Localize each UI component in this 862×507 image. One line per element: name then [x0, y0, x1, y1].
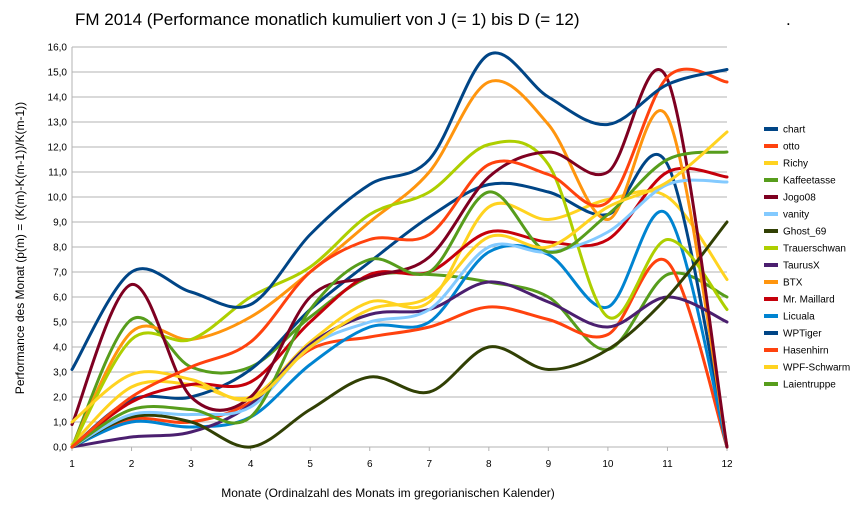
legend-label: Licuala [783, 312, 815, 323]
legend-label: Mr. Maillard [783, 295, 835, 306]
tick-labels: 0,01,02,03,04,05,06,07,08,09,010,011,012… [48, 43, 733, 471]
series-line-jogo08 [70, 68, 729, 449]
y-axis-label: Performance des Monat (p(m) = (K(m)-K(m-… [13, 102, 27, 394]
x-tick-label: 9 [546, 459, 552, 470]
y-tick-label: 5,0 [53, 318, 67, 329]
series-line-kaffeetasse [70, 150, 729, 449]
legend-label: Hasenhirn [783, 346, 829, 357]
series-line-btx [70, 79, 729, 449]
y-tick-label: 2,0 [53, 393, 67, 404]
y-tick-label: 14,0 [48, 93, 68, 104]
x-tick-label: 10 [602, 459, 614, 470]
x-tick-label: 8 [486, 459, 492, 470]
x-tick-label: 6 [367, 459, 373, 470]
series-line-mr-maillard [70, 166, 729, 449]
legend-label: Richy [783, 159, 808, 170]
legend-label: BTX [783, 278, 803, 289]
y-tick-label: 16,0 [48, 43, 68, 54]
y-tick-label: 6,0 [53, 293, 67, 304]
legend-label: chart [783, 125, 805, 136]
series-line-licuala [70, 209, 729, 449]
legend-label: vanity [783, 210, 809, 221]
y-tick-label: 12,0 [48, 143, 68, 154]
y-tick-label: 7,0 [53, 268, 67, 279]
series-line-trauerschwan [70, 139, 729, 449]
chart-title: FM 2014 (Performance monatlich kumuliert… [75, 10, 580, 29]
y-tick-label: 4,0 [53, 343, 67, 354]
y-tick-label: 8,0 [53, 243, 67, 254]
x-tick-label: 4 [248, 459, 254, 470]
x-tick-label: 3 [188, 459, 194, 470]
y-tick-label: 10,0 [48, 193, 68, 204]
legend-label: WPF-Schwarm [783, 363, 850, 374]
legend-label: Laientruppe [783, 380, 836, 391]
y-tick-label: 3,0 [53, 368, 67, 379]
legend: chart otto Richy Kaffeetasse Jogo08 vanity Gho… [764, 125, 850, 391]
legend-label: TaurusX [783, 261, 820, 272]
legend-label: WPTiger [783, 329, 822, 340]
series-line-vanity [70, 178, 729, 449]
legend-label: Trauerschwan [783, 244, 846, 255]
x-axis-label: Monate (Ordinalzahl des Monats im gregor… [221, 486, 555, 500]
x-tick-label: 1 [69, 459, 75, 470]
series-lines [70, 51, 729, 449]
series-line-taurusx [70, 280, 729, 449]
y-tick-label: 15,0 [48, 68, 68, 79]
y-tick-label: 9,0 [53, 218, 67, 229]
x-tick-label: 11 [662, 459, 673, 470]
x-tick-label: 12 [721, 459, 733, 470]
legend-label: otto [783, 142, 800, 153]
y-tick-label: 11,0 [48, 168, 67, 179]
series-line-richy [70, 130, 729, 424]
legend-label: Kaffeetasse [783, 176, 836, 187]
series-line-chart [70, 51, 729, 371]
series-line-otto [70, 67, 729, 449]
y-tick-label: 0,0 [53, 443, 67, 454]
x-tick-label: 7 [426, 459, 432, 470]
legend-label: Jogo08 [783, 193, 816, 204]
axes [71, 47, 728, 451]
x-tick-label: 5 [307, 459, 313, 470]
chart-title-suffix: . [786, 10, 791, 29]
legend-label: Ghost_69 [783, 227, 827, 238]
x-tick-label: 2 [129, 459, 135, 470]
series-line-ghost-69 [70, 220, 729, 449]
y-tick-label: 1,0 [53, 418, 67, 429]
y-tick-label: 13,0 [48, 118, 68, 129]
